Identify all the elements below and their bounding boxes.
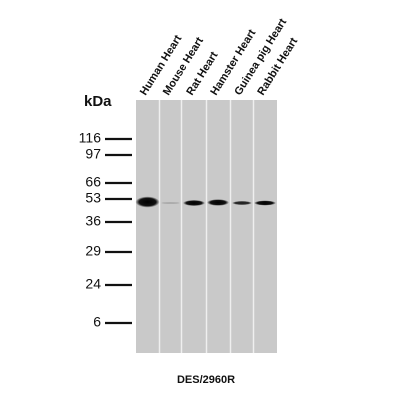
unit-label: kDa [84, 93, 112, 110]
bands [135, 196, 276, 208]
caption: DES/2960R [177, 374, 235, 386]
marker-label: 24 [85, 276, 101, 292]
marker-label: 66 [85, 174, 101, 190]
marker-label: 36 [85, 213, 101, 229]
marker-label: 116 [79, 130, 102, 146]
marker-label: 29 [85, 243, 101, 259]
marker-label: 97 [85, 146, 101, 162]
lane-separators [158, 100, 255, 353]
marker-label: 53 [85, 190, 101, 206]
marker-label: 6 [93, 314, 101, 330]
